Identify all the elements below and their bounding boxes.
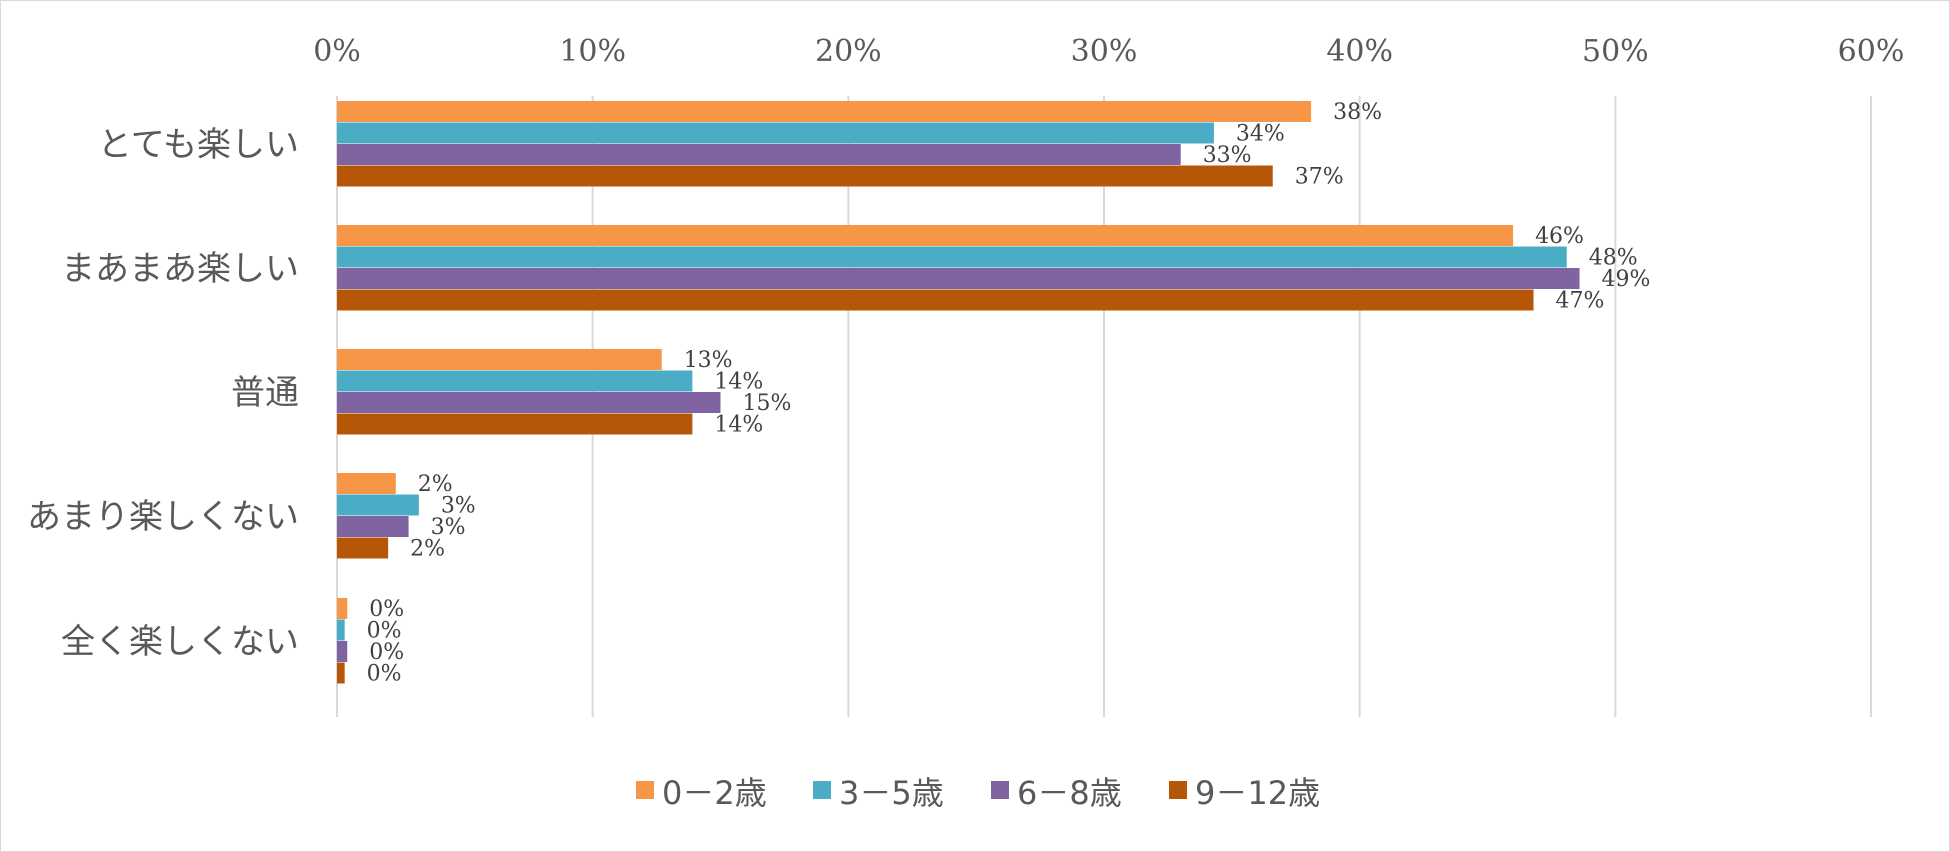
- data-label: 3%: [431, 515, 466, 540]
- category-label: 普通: [231, 373, 299, 413]
- data-label: 2%: [418, 472, 453, 497]
- category-label: 全く楽しくない: [61, 622, 299, 662]
- bar: [337, 619, 345, 641]
- bar: [337, 537, 389, 559]
- gridlines: [336, 96, 1872, 717]
- x-tick-label: 50%: [1582, 34, 1649, 69]
- x-tick-label: 60%: [1838, 34, 1905, 69]
- bar: [337, 494, 419, 516]
- category-label: あまり楽しくない: [27, 497, 299, 537]
- data-labels: 38%34%33%37%46%48%49%47%13%14%15%14%2%3%…: [367, 100, 1651, 687]
- data-label: 0%: [367, 619, 402, 644]
- bar: [337, 101, 1312, 122]
- bar: [337, 122, 1214, 144]
- bar: [337, 598, 348, 619]
- bar: [337, 641, 348, 662]
- x-axis-ticks: 0% 10% 20% 30% 40% 50% 60%: [313, 34, 1904, 69]
- category-label: まあまあ楽しい: [61, 249, 299, 289]
- bar: [337, 370, 693, 392]
- bar: [337, 144, 1181, 165]
- legend-swatch: [636, 781, 654, 799]
- bar: [337, 246, 1567, 268]
- data-label: 49%: [1602, 267, 1651, 292]
- x-tick-label: 0%: [313, 34, 361, 69]
- bar: [337, 392, 721, 413]
- bar: [337, 289, 1534, 311]
- data-label: 46%: [1535, 224, 1584, 249]
- data-label: 0%: [369, 640, 404, 665]
- legend-swatch: [1169, 781, 1187, 799]
- data-label: 48%: [1589, 246, 1638, 271]
- bar: [337, 268, 1580, 289]
- legend-swatch: [813, 781, 831, 799]
- bars: [337, 101, 1580, 684]
- bar: [337, 349, 662, 370]
- x-tick-label: 40%: [1326, 34, 1393, 69]
- bar: [337, 165, 1273, 187]
- bar: [337, 225, 1514, 246]
- bar: [337, 473, 396, 494]
- data-label: 14%: [714, 413, 763, 438]
- bar: [337, 516, 409, 537]
- data-label: 37%: [1295, 165, 1344, 190]
- legend-label: 6－8歳: [1017, 774, 1122, 812]
- data-label: 34%: [1236, 122, 1285, 147]
- data-label: 0%: [367, 662, 402, 687]
- data-label: 38%: [1333, 100, 1382, 125]
- legend-label: 9－12歳: [1195, 774, 1320, 812]
- x-tick-label: 20%: [815, 34, 882, 69]
- legend-label: 0－2歳: [662, 774, 767, 812]
- data-label: 15%: [743, 391, 792, 416]
- data-label: 33%: [1203, 143, 1252, 168]
- x-tick-label: 10%: [559, 34, 626, 69]
- legend-label: 3－5歳: [839, 774, 944, 812]
- bar: [337, 413, 693, 435]
- category-label: とても楽しい: [98, 125, 299, 165]
- data-label: 47%: [1556, 289, 1605, 314]
- data-label: 2%: [410, 537, 445, 562]
- data-label: 13%: [684, 348, 733, 373]
- legend: 0－2歳 3－5歳 6－8歳 9－12歳: [636, 774, 1320, 812]
- data-label: 0%: [369, 597, 404, 622]
- legend-swatch: [991, 781, 1009, 799]
- bar: [337, 662, 345, 684]
- x-tick-label: 30%: [1071, 34, 1138, 69]
- data-label: 3%: [441, 494, 476, 519]
- data-label: 14%: [714, 370, 763, 395]
